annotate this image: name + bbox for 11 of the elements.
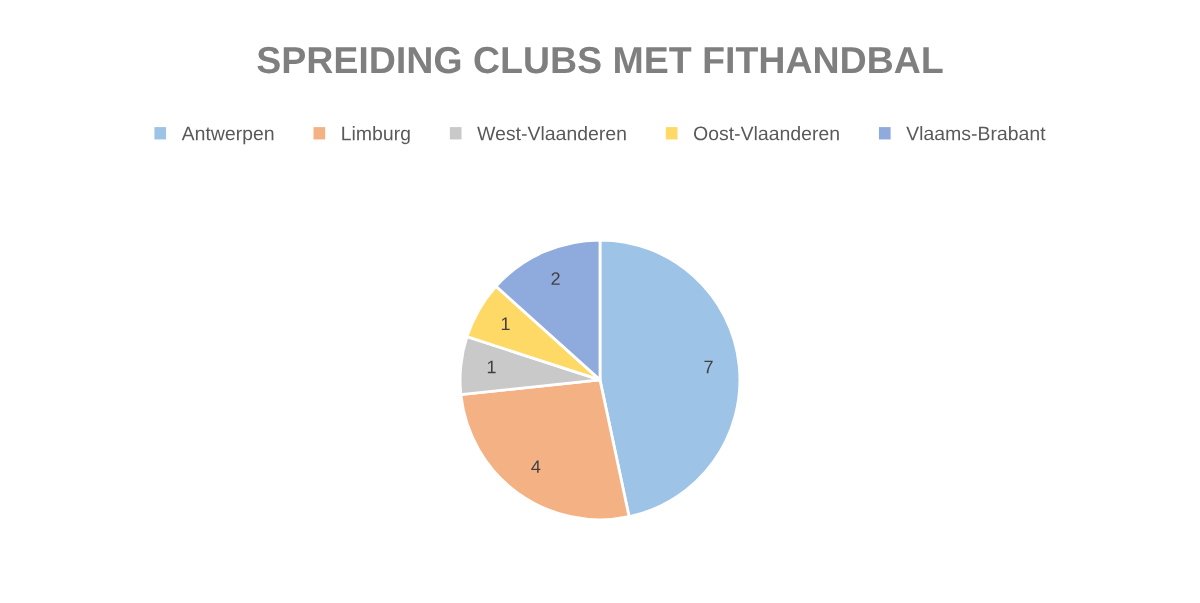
data-label: 2 xyxy=(551,272,560,285)
legend-label: West-Vlaanderen xyxy=(477,126,626,141)
chart-title: SPREIDING CLUBS MET FITHANDBAL xyxy=(257,46,943,74)
legend-label: Oost-Vlaanderen xyxy=(693,126,839,141)
legend-label: Vlaams-Brabant xyxy=(906,126,1046,141)
data-label: 4 xyxy=(531,460,541,473)
legend-label: Limburg xyxy=(342,126,410,145)
data-label: 7 xyxy=(704,360,713,374)
legend-label: Antwerpen xyxy=(181,126,274,145)
data-label: 1 xyxy=(501,317,510,330)
data-label: 1 xyxy=(487,360,496,374)
